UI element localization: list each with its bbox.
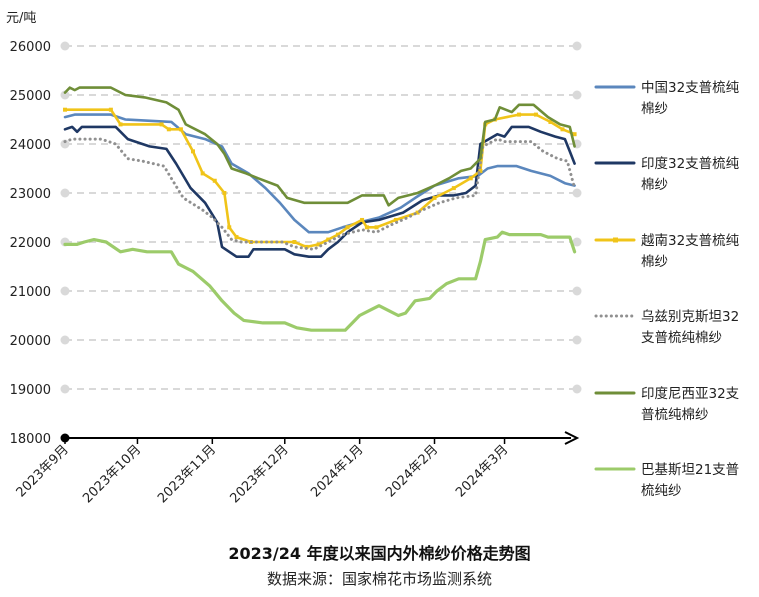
grid-end-marker <box>572 188 582 198</box>
series-line <box>63 113 576 234</box>
series-marker <box>227 225 232 230</box>
y-tick-label: 25000 <box>10 89 51 104</box>
series-marker <box>326 237 331 242</box>
y-axis-ticks: 18000 19000 20000 21000 22000 23000 24000 25000… <box>10 40 51 447</box>
legend-label: 印度尼西亚32支 <box>641 386 740 402</box>
series-marker <box>548 119 553 124</box>
x-tick-label: 2023年9月 <box>14 442 72 500</box>
y-tick-label: 23000 <box>10 187 51 202</box>
legend-label: 印度32支普梳纯 <box>641 156 740 172</box>
series-marker <box>63 107 67 112</box>
grid-end-marker <box>60 41 70 51</box>
x-axis-arrow <box>564 431 580 445</box>
x-tick-label: 2024年2月 <box>383 442 441 500</box>
grid-lines <box>60 41 582 394</box>
y-tick-label: 24000 <box>10 138 51 153</box>
series-marker <box>335 232 340 237</box>
legend-label: 支普梳纯棉纱 <box>641 330 722 346</box>
series-line <box>63 125 576 258</box>
series-marker <box>345 225 350 230</box>
grid-end-marker <box>572 335 582 345</box>
series-marker <box>415 210 420 215</box>
y-tick-label: 21000 <box>10 285 51 300</box>
grid-end-marker <box>60 139 70 149</box>
grid-end-marker <box>60 286 70 296</box>
grid-end-marker <box>60 188 70 198</box>
series-marker <box>316 242 321 247</box>
series-marker <box>560 127 565 132</box>
series-line <box>63 86 576 207</box>
series-marker <box>191 149 195 154</box>
grid-end-marker <box>60 90 70 100</box>
y-tick-label: 20000 <box>10 334 51 349</box>
chart-title: 2023/24 年度以来国内外棉纱价格走势图 <box>228 544 531 563</box>
legend: 中国32支普梳纯棉纱印度32支普梳纯棉纱越南32支普梳纯棉纱乌兹别克斯坦32支普… <box>594 80 740 499</box>
legend-label: 棉纱 <box>641 177 668 193</box>
series-marker <box>292 240 297 244</box>
series-marker <box>222 191 227 195</box>
series-marker <box>517 112 522 117</box>
legend-marker <box>613 237 618 243</box>
legend-label: 巴基斯坦21支普 <box>641 461 739 478</box>
legend-label: 梳纯纱 <box>641 483 682 499</box>
legend-label: 棉纱 <box>641 101 668 117</box>
x-tick-label: 2023年12月 <box>228 442 292 506</box>
series-marker <box>166 127 171 132</box>
grid-end-marker <box>572 41 582 51</box>
legend-label: 乌兹别克斯坦32 <box>641 309 739 325</box>
series-line <box>63 230 577 332</box>
grid-end-marker <box>572 286 582 296</box>
series-marker <box>178 127 183 132</box>
series-marker <box>468 176 473 181</box>
series-marker <box>393 217 398 222</box>
grid-end-marker <box>572 237 582 247</box>
series-marker <box>478 168 483 173</box>
grid-end-marker <box>60 384 70 394</box>
series-marker <box>572 132 577 137</box>
legend-label: 越南32支普梳纯 <box>641 233 740 249</box>
x-tick-label: 2024年3月 <box>453 442 511 500</box>
y-tick-label: 19000 <box>10 383 51 398</box>
series-lines <box>63 86 577 332</box>
series-line <box>63 137 577 251</box>
series-marker <box>200 171 205 176</box>
x-axis-ticks: 2023年9月 2023年10月 2023年11月 2023年12月 2024年1月 20… <box>14 438 511 506</box>
series-marker <box>234 235 239 240</box>
y-tick-label: 18000 <box>10 432 51 447</box>
grid-end-marker <box>60 335 70 345</box>
chart-source: 数据来源：国家棉花市场监测系统 <box>266 570 492 588</box>
x-tick-label: 2023年11月 <box>155 442 219 506</box>
grid-end-marker <box>572 90 582 100</box>
series-marker <box>360 217 365 222</box>
y-axis-unit-label: 元/吨 <box>6 11 36 26</box>
x-tick-label: 2024年1月 <box>308 442 366 500</box>
series-marker <box>108 107 113 112</box>
series-marker <box>374 225 379 230</box>
series-marker <box>451 186 456 191</box>
x-tick-label: 2023年10月 <box>80 442 144 506</box>
series-marker <box>533 112 538 117</box>
series-marker <box>212 178 217 183</box>
legend-label: 普梳纯棉纱 <box>641 407 709 423</box>
grid-end-marker <box>572 384 582 394</box>
y-tick-label: 22000 <box>10 236 51 251</box>
series-marker <box>364 225 369 230</box>
series-marker <box>118 122 123 127</box>
legend-label: 中国32支普梳纯 <box>641 80 740 96</box>
series-marker <box>159 122 164 127</box>
legend-label: 棉纱 <box>641 254 668 270</box>
series-line <box>63 108 576 249</box>
series-marker <box>432 195 437 200</box>
y-tick-label: 26000 <box>10 40 51 55</box>
